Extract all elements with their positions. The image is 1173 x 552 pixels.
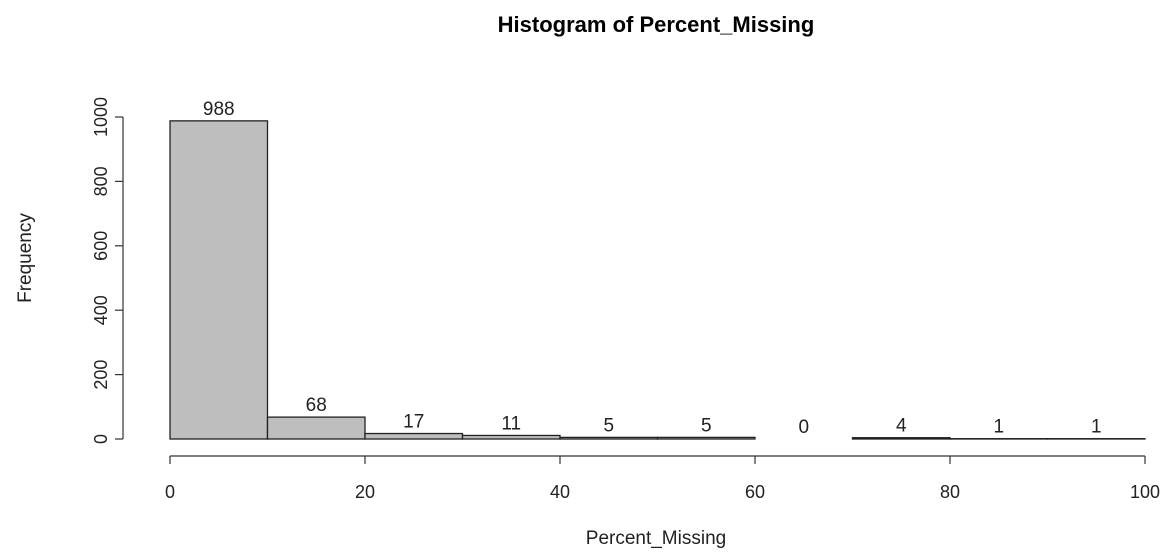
bar-count-label: 1 <box>993 417 1004 438</box>
x-axis: 0 20 40 60 80 100 <box>165 455 1160 502</box>
x-ticks-group: 0 20 40 60 80 100 <box>165 456 1160 502</box>
y-tick-label: 200 <box>91 360 111 390</box>
bar-count-label: 0 <box>798 417 809 438</box>
histogram-bar <box>851 437 951 440</box>
bar-count-label: 68 <box>306 395 327 416</box>
bar-count-label: 988 <box>203 99 235 120</box>
x-tick-label: 0 <box>165 482 175 502</box>
y-tick-label: 1000 <box>91 97 111 137</box>
histogram-bar <box>461 434 561 440</box>
bar-count-label: 17 <box>403 412 424 433</box>
x-tick-label: 60 <box>745 482 765 502</box>
bars-group <box>169 120 1146 440</box>
y-ticks-group: 0 200 400 600 800 1000 <box>91 97 123 444</box>
histogram-bar <box>364 432 464 440</box>
histogram-bar <box>656 436 756 440</box>
y-axis-label: Frequency <box>15 213 36 303</box>
bar-count-label: 4 <box>896 416 907 437</box>
y-tick-label: 400 <box>91 295 111 325</box>
y-tick-label: 0 <box>91 434 111 444</box>
x-tick-label: 20 <box>355 482 375 502</box>
y-axis: 0 200 400 600 800 1000 <box>91 97 124 444</box>
histogram-bar <box>169 120 269 440</box>
x-tick-label: 40 <box>550 482 570 502</box>
histogram-bar <box>559 436 659 440</box>
y-tick-label: 600 <box>91 231 111 261</box>
histogram-bar <box>266 416 366 440</box>
bar-count-label: 5 <box>701 415 712 436</box>
bar-count-label: 5 <box>603 415 614 436</box>
x-tick-label: 100 <box>1130 482 1160 502</box>
bar-count-label: 1 <box>1091 417 1102 438</box>
x-axis-label: Percent_Missing <box>586 528 726 549</box>
bar-count-label: 11 <box>501 413 521 434</box>
y-tick-label: 800 <box>91 166 111 196</box>
chart-title: Histogram of Percent_Missing <box>498 12 815 37</box>
x-tick-label: 80 <box>940 482 960 502</box>
